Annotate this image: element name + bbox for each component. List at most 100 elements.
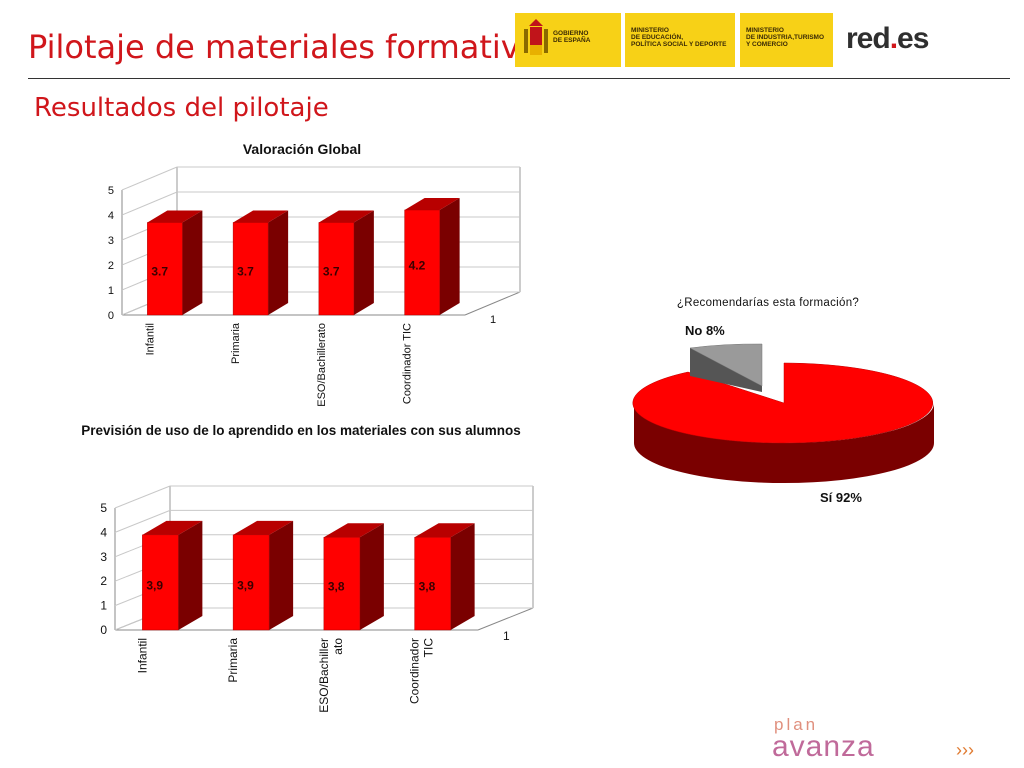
c1-category-label-line: Primaria	[230, 322, 242, 364]
c1-bar	[318, 222, 355, 316]
c2-gridline-side	[114, 509, 171, 533]
c1-gridline-side	[121, 191, 178, 216]
c1-bar-value-label: 3.7	[323, 265, 340, 279]
c1-bar-side	[182, 210, 203, 315]
c2-bar	[142, 534, 179, 631]
c1-y-tick-label: 3	[108, 235, 114, 247]
c1-y-tick-label: 5	[108, 185, 114, 197]
c1-bar	[404, 209, 440, 316]
c1-bar-top	[318, 210, 374, 223]
c1-bar-top	[404, 198, 460, 210]
c2-bar-side	[359, 523, 384, 630]
reds-logo-main: red	[846, 22, 891, 55]
slide-subtitle: Resultados del pilotaje	[34, 93, 329, 123]
ministerio-educacion-text: MINISTERIO DE EDUCACIÓN, POLÍTICA SOCIAL…	[631, 27, 727, 49]
c2-bar-value-label: 3,9	[237, 578, 254, 592]
chart1-axes	[121, 166, 521, 316]
c1-y-tick-label: 0	[108, 310, 114, 322]
c2-bar-side	[269, 520, 294, 630]
c1-category-label: Coordinador TIC	[402, 323, 414, 404]
c2-category-label: Coordinador TIC	[408, 638, 436, 704]
c1-bar	[147, 222, 183, 316]
c1-category-label: ESO/Bachillerato	[316, 323, 328, 407]
c1-gridline-side	[121, 241, 178, 266]
c1-gridline-side	[121, 216, 178, 241]
c2-bar	[232, 534, 270, 631]
chart2-bars: 3,9 3,9 3,8 3,8	[142, 520, 475, 631]
c1-category-label-line: ESO/Bachillerato	[316, 323, 328, 407]
c1-y-tick-label: 2	[108, 260, 114, 272]
reds-logo-tail: es	[897, 22, 929, 55]
chart1-gridlines	[121, 166, 520, 316]
c2-gridline-side	[114, 558, 171, 582]
pie-slice-si	[632, 362, 934, 444]
pie-slice-no	[689, 343, 763, 387]
c1-category-label-line: Infantil	[144, 323, 156, 355]
c2-category-label-line: TIC	[422, 638, 436, 658]
plan-avanza-marks: ›››	[956, 740, 974, 760]
c1-y-tick-label: 4	[108, 210, 114, 222]
chart2-title: Previsión de uso de lo aprendido en los …	[81, 423, 521, 438]
c2-bar-value-label: 3,9	[146, 578, 163, 592]
c1-bar-side	[268, 210, 289, 315]
c2-y-tick-label: 4	[100, 525, 107, 539]
c2-category-label: ESO/Bachiller ato	[317, 638, 345, 713]
coat-of-arms-icon	[524, 19, 548, 55]
c2-bar-top	[323, 523, 384, 538]
c2-bar-side	[450, 523, 475, 630]
pie-label-si: Sí 92%	[820, 490, 862, 505]
plan-avanza-big-text: avanza	[772, 730, 875, 762]
c2-category-label-line: Coordinador	[408, 638, 422, 704]
c2-bar-top	[414, 523, 475, 538]
c2-bar-top	[233, 520, 294, 535]
plan-avanza-small-text: plan	[774, 715, 818, 734]
c1-bar-top	[233, 210, 289, 223]
gobierno-logo-text: GOBIERNO DE ESPAÑA	[553, 30, 591, 45]
c1-bar-value-label: 3.7	[151, 265, 168, 279]
c2-category-label: Infantil	[135, 638, 149, 673]
pie-slice-si-side	[634, 403, 934, 483]
c2-bar-side	[178, 520, 203, 630]
chart2-axes	[114, 485, 534, 631]
c2-y-tick-label: 0	[100, 623, 107, 637]
c1-bar-side	[353, 210, 374, 315]
c2-gridline-side	[114, 607, 171, 631]
chart1-title: Valoración Global	[243, 141, 361, 157]
c1-bar-value-label: 4.2	[409, 259, 426, 273]
c1-category-label: Infantil	[144, 323, 156, 355]
c1-gridline-side	[121, 166, 178, 191]
pie-title: ¿Recomendarías esta formación?	[677, 297, 859, 309]
pie-slice-no-side	[690, 346, 762, 392]
slide-title: Pilotaje de materiales formativos	[28, 28, 556, 66]
c1-bar	[232, 222, 269, 316]
c2-bar	[323, 537, 361, 631]
c2-bar-value-label: 3,8	[328, 579, 345, 593]
c1-gridline-side	[121, 291, 178, 316]
c1-y-tick-label: 1	[108, 285, 114, 297]
c2-category-label-line: Primaria	[226, 638, 240, 683]
ministerio-educacion-logo: MINISTERIO DE EDUCACIÓN, POLÍTICA SOCIAL…	[625, 13, 735, 67]
c2-gridline-side	[114, 583, 171, 607]
c2-bar-value-label: 3,8	[419, 579, 436, 593]
c2-y-tick-label: 2	[100, 574, 107, 588]
chart1-y-ticks: 0 1 2 3 4 5	[108, 185, 114, 322]
c2-y-tick-label: 1	[100, 599, 107, 613]
c1-category-label-line: Coordinador TIC	[402, 323, 414, 404]
reds-logo-dot: .	[889, 22, 898, 55]
c1-bar-value-label: 3.7	[237, 265, 254, 279]
c1-category-label: Primaria	[230, 322, 242, 364]
title-divider	[28, 78, 1010, 79]
chart1-depth-label: 1	[490, 314, 496, 326]
chart2-gridlines	[114, 485, 533, 631]
chart2-depth-label: 1	[503, 629, 510, 643]
gobierno-logo: GOBIERNO DE ESPAÑA	[515, 13, 621, 67]
c1-bar-side	[439, 198, 460, 315]
chart2-category-labels: Infantil Primaria ESO/Bachiller ato Coordina…	[135, 638, 435, 713]
c2-y-tick-label: 5	[100, 501, 107, 515]
c2-bar	[414, 537, 451, 631]
ministerio-industria-text: MINISTERIO DE INDUSTRIA,TURISMO Y COMERC…	[746, 27, 824, 49]
reds-logo: red.es	[846, 22, 929, 56]
c2-gridline-side	[114, 485, 171, 509]
ministerio-industria-logo: MINISTERIO DE INDUSTRIA,TURISMO Y COMERC…	[740, 13, 833, 67]
chart2-y-ticks: 0 1 2 3 4 5	[100, 501, 107, 637]
